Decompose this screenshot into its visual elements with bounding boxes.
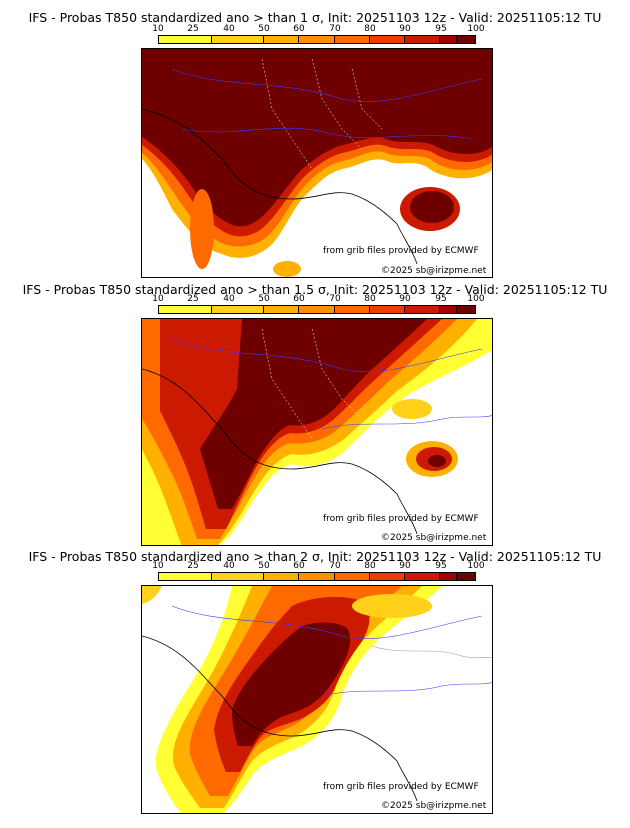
scale-bar [158, 572, 476, 581]
tick-label: 25 [187, 24, 199, 34]
tick-label: 70 [329, 561, 341, 571]
tick-label: 10 [152, 561, 164, 571]
tick-label: 90 [399, 294, 411, 304]
scale-bar [158, 35, 476, 44]
scale-segment [299, 36, 335, 43]
panel-2sigma: IFS - Probas T850 standardized ano > tha… [0, 546, 630, 818]
tick-label: 50 [258, 24, 270, 34]
tick-label: 40 [223, 561, 235, 571]
scale-segment [334, 573, 370, 580]
credit-source: from grib files provided by ECMWF [323, 246, 479, 256]
scale-segment [439, 36, 458, 43]
scale-segment [369, 306, 405, 313]
tick-label: 100 [467, 561, 485, 571]
scale-segment [439, 573, 458, 580]
tick-label: 70 [329, 24, 341, 34]
tick-label: 10 [152, 24, 164, 34]
credit-copyright: ©2025 sb@irizpme.net [381, 533, 487, 543]
probability-map: from grib files provided by ECMWF ©2025 … [141, 585, 493, 814]
tick-label: 90 [399, 561, 411, 571]
scale-segment [439, 306, 458, 313]
panel-title: IFS - Probas T850 standardized ano > tha… [22, 282, 608, 297]
map-graphic [142, 49, 492, 277]
scale-segment [299, 306, 335, 313]
tick-label: 80 [364, 294, 376, 304]
scale-segment [211, 306, 265, 313]
scale-segment [404, 306, 440, 313]
scale-segment [264, 573, 300, 580]
scale-segment [369, 36, 405, 43]
scale-bar [158, 305, 476, 314]
tick-label: 50 [258, 294, 270, 304]
scale-segment [264, 306, 300, 313]
probability-map: from grib files provided by ECMWF ©2025 … [141, 48, 493, 278]
scale-segment [457, 306, 475, 313]
credit-source: from grib files provided by ECMWF [323, 514, 479, 524]
credit-copyright: ©2025 sb@irizpme.net [381, 801, 487, 811]
credit-copyright: ©2025 sb@irizpme.net [381, 266, 487, 276]
probability-map: from grib files provided by ECMWF ©2025 … [141, 318, 493, 546]
tick-label: 40 [223, 294, 235, 304]
scale-segment [457, 573, 475, 580]
tick-label: 60 [293, 294, 305, 304]
tick-label: 80 [364, 24, 376, 34]
credit-source: from grib files provided by ECMWF [323, 782, 479, 792]
scale-ticks: 10 25 40 50 60 70 80 90 95 100 [152, 294, 484, 305]
tick-label: 60 [293, 24, 305, 34]
panel-1-5sigma: IFS - Probas T850 standardized ano > tha… [0, 278, 630, 546]
scale-segment [159, 573, 212, 580]
scale-segment [404, 573, 440, 580]
panel-title: IFS - Probas T850 standardized ano > tha… [28, 549, 602, 564]
tick-label: 100 [467, 24, 485, 34]
scale-ticks: 10 25 40 50 60 70 80 90 95 100 [152, 561, 484, 572]
scale-segment [211, 36, 265, 43]
tick-label: 95 [435, 24, 447, 34]
panel-title: IFS - Probas T850 standardized ano > tha… [28, 10, 602, 25]
scale-ticks: 10 25 40 50 60 70 80 90 95 100 [152, 24, 484, 35]
tick-label: 25 [187, 561, 199, 571]
tick-label: 50 [258, 561, 270, 571]
scale-segment [334, 36, 370, 43]
tick-label: 25 [187, 294, 199, 304]
tick-label: 90 [399, 24, 411, 34]
tick-label: 70 [329, 294, 341, 304]
scale-segment [299, 573, 335, 580]
tick-label: 95 [435, 561, 447, 571]
scale-segment [369, 573, 405, 580]
scale-segment [334, 306, 370, 313]
scale-segment [404, 36, 440, 43]
tick-label: 100 [467, 294, 485, 304]
map-graphic [142, 319, 492, 545]
tick-label: 80 [364, 561, 376, 571]
tick-label: 60 [293, 561, 305, 571]
scale-segment [264, 36, 300, 43]
scale-segment [159, 36, 212, 43]
scale-segment [457, 36, 475, 43]
tick-label: 40 [223, 24, 235, 34]
tick-label: 95 [435, 294, 447, 304]
panel-1sigma: IFS - Probas T850 standardized ano > tha… [0, 0, 630, 278]
scale-segment [159, 306, 212, 313]
tick-label: 10 [152, 294, 164, 304]
map-graphic [142, 586, 492, 813]
scale-segment [211, 573, 265, 580]
